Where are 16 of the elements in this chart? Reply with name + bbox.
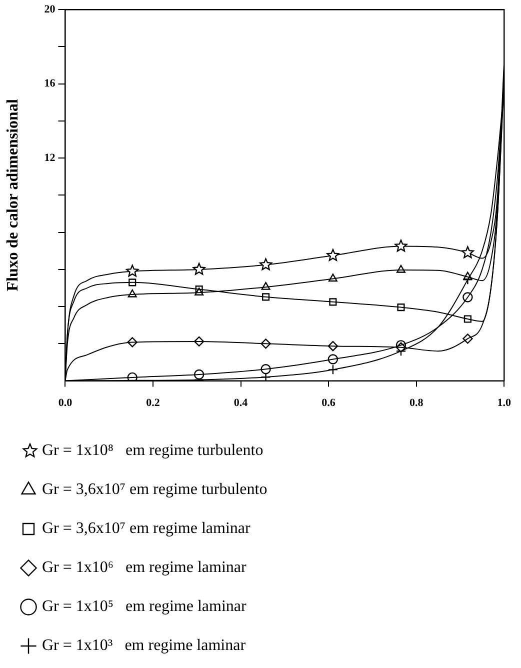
y-tick-label: 12 [44, 152, 56, 164]
x-tick-label: 0.2 [146, 397, 160, 410]
x-tick-label: 0.8 [409, 397, 424, 410]
x-tick-label: 1.0 [497, 397, 512, 410]
legend-label: Gr = 1x10³ em regime laminar [42, 637, 246, 654]
y-tick-label: 20 [44, 3, 56, 16]
legend-label: Gr = 3,6x10⁷ em regime turbulento [42, 481, 268, 498]
x-tick-label: 0.4 [234, 397, 248, 410]
x-tick-label: 0.6 [322, 397, 336, 410]
legend-label: Gr = 1x10⁸ em regime turbulento [42, 442, 264, 460]
legend-label: Gr = 1x10⁶ em regime laminar [42, 559, 247, 576]
legend-label: Gr = 3,6x10⁷ em regime laminar [42, 520, 251, 538]
y-axis-title: Fluxo de calor adimensional [4, 98, 22, 292]
legend-label: Gr = 1x10⁵ em regime laminar [42, 598, 247, 616]
x-tick-label: 0.0 [58, 397, 73, 410]
y-tick-label: 16 [44, 78, 56, 90]
